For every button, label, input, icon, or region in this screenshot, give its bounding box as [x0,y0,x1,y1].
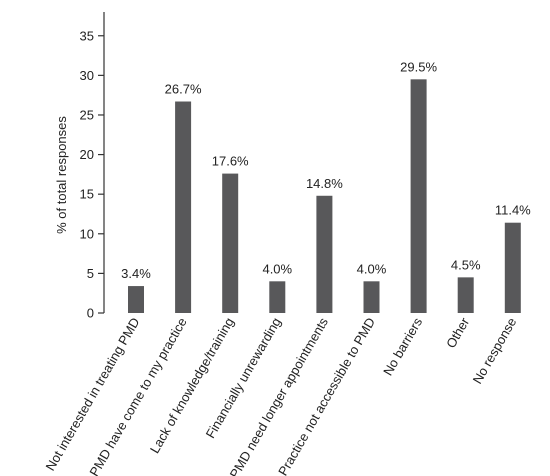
y-tick-label: 10 [80,226,94,241]
bar [222,173,239,313]
bar [316,195,333,313]
y-axis: 0 5 10 15 20 25 30 35 [80,12,105,321]
bar [504,222,521,313]
x-category-label: PMD need longer appointments [227,315,332,476]
bar-value-label: 14.8% [306,176,343,191]
x-category-label: Lack of knowledge/training [147,315,237,456]
y-tick-label: 20 [80,147,94,162]
data-labels: 3.4% 26.7% 17.6% 4.0% 14.8% 4.0% 29.5% 4.5% 11.4… [121,59,531,281]
x-category-label: Not interested in treating PMD [43,315,143,473]
y-tick-label: 0 [87,306,94,321]
y-axis-title: % of total responses [54,116,69,234]
x-category-label: Other [443,314,473,350]
x-category-label: Practice not accessible to PMD [275,315,378,476]
x-category-label: No response [470,315,520,386]
bar-value-label: 17.6% [212,154,249,169]
bar-value-label: 3.4% [121,266,151,281]
bar [410,79,427,313]
y-tick-label: 15 [80,187,94,202]
bar-value-label: 4.5% [451,257,481,272]
y-tick-label: 35 [80,28,94,43]
bar [269,281,286,313]
bars [128,79,521,313]
bar-value-label: 29.5% [400,59,437,74]
bar-value-label: 4.0% [357,261,387,276]
bar-value-label: 11.4% [495,203,531,218]
bar [128,286,144,313]
bar-value-label: 26.7% [165,82,202,97]
y-tick-label: 30 [80,68,94,83]
y-tick-label: 5 [87,266,94,281]
y-tick-label: 25 [80,107,94,122]
bar [457,277,474,313]
bar [363,281,380,313]
x-category-label: No barriers [380,315,425,379]
bar-value-label: 4.0% [262,261,292,276]
bar [175,101,192,313]
